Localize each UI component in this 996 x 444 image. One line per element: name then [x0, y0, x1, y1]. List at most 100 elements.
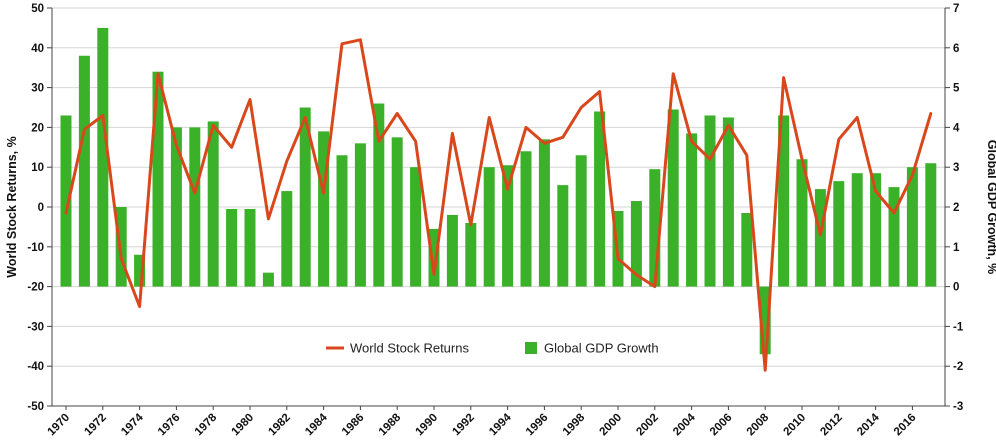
left-axis-ticks: 50 40 30 20 10 0 -10 -20 -30 -40 -50 — [27, 3, 52, 413]
x-tick-label: 2006 — [708, 412, 735, 439]
bar-gdp-1999 — [594, 111, 606, 287]
bar-gdp-2013 — [851, 173, 863, 287]
x-tick-label: 1970 — [46, 412, 73, 439]
bar-gdp-2017 — [925, 163, 937, 287]
bar-gdp-2012 — [833, 181, 845, 287]
bar-gdp-1998 — [575, 155, 587, 287]
x-tick-label: 1974 — [119, 411, 146, 438]
x-tick-label: 1998 — [561, 411, 588, 438]
x-tick-label: 1972 — [82, 412, 109, 439]
x-tick-label: 1988 — [377, 411, 404, 438]
bar-gdp-2011 — [814, 189, 826, 287]
bar-gdp-1970 — [60, 115, 72, 287]
left-tick-label: -20 — [27, 282, 44, 294]
bar-gdp-2008 — [759, 286, 771, 355]
bar-gdp-1977 — [189, 127, 201, 287]
right-axis-title: Global GDP Growth, % — [985, 140, 996, 275]
bar-gdp-2016 — [906, 167, 918, 287]
bar-gdp-1991 — [446, 214, 458, 287]
bar-gdp-1980 — [244, 208, 256, 287]
bar-gdp-2014 — [870, 173, 882, 287]
line-series-world-stock-returns — [64, 38, 933, 372]
x-tick-label: 1976 — [156, 412, 183, 439]
bar-gdp-1982 — [281, 191, 293, 287]
left-tick-label: -50 — [27, 401, 44, 413]
bar-gdp-1979 — [226, 208, 238, 287]
bar-gdp-1983 — [299, 107, 311, 287]
right-tick-label: 3 — [953, 162, 959, 174]
bar-gdp-1995 — [520, 151, 532, 287]
line-world-stock-returns — [64, 38, 933, 372]
bar-gdp-1981 — [262, 272, 274, 287]
right-tick-label: -2 — [953, 361, 963, 373]
x-tick-label: 2016 — [892, 412, 919, 439]
bar-gdp-2007 — [741, 212, 753, 287]
x-tick-label: 2004 — [671, 411, 698, 438]
left-tick-label: 30 — [31, 83, 44, 95]
right-tick-label: -1 — [953, 321, 964, 333]
x-tick-label: 2010 — [782, 412, 809, 439]
bar-gdp-1973 — [115, 207, 127, 287]
bar-gdp-1996 — [538, 139, 550, 287]
legend: World Stock Returns Global GDP Growth — [326, 341, 659, 356]
bar-gdp-1986 — [354, 143, 366, 287]
left-axis-title: World Stock Returns, % — [5, 136, 19, 277]
x-tick-label: 2012 — [818, 412, 845, 439]
bar-gdp-1992 — [465, 222, 477, 287]
bar-gdp-1972 — [97, 27, 109, 287]
x-tick-label: 2014 — [855, 411, 882, 438]
right-tick-label: 4 — [953, 122, 960, 134]
bar-gdp-1997 — [557, 185, 569, 287]
left-tick-label: -30 — [27, 321, 44, 333]
legend-label-world-stock-returns: World Stock Returns — [350, 341, 469, 356]
legend-label-global-gdp-growth: Global GDP Growth — [544, 341, 659, 356]
x-tick-label: 1986 — [340, 412, 367, 439]
x-tick-label: 1984 — [303, 411, 330, 438]
bar-gdp-2001 — [630, 201, 642, 287]
bar-gdp-2006 — [722, 117, 734, 287]
bar-gdp-1971 — [78, 55, 90, 287]
bar-gdp-2009 — [778, 115, 790, 287]
x-tick-label: 1982 — [266, 412, 293, 439]
bar-gdp-2002 — [649, 169, 661, 287]
bar-gdp-2005 — [704, 115, 716, 287]
x-tick-label: 1996 — [524, 412, 551, 439]
left-tick-label: 10 — [31, 162, 44, 174]
right-tick-label: 6 — [953, 43, 959, 55]
left-tick-label: -10 — [27, 242, 44, 254]
left-tick-label: 50 — [31, 3, 44, 15]
bar-gdp-1994 — [502, 165, 514, 287]
x-axis-ticks: 1970 1972 1974 1976 1978 1980 1982 1984 1986 1988… — [46, 406, 919, 438]
x-tick-label: 1992 — [450, 412, 477, 439]
legend-swatch-global-gdp-growth — [525, 342, 537, 354]
bar-gdp-1976 — [170, 127, 182, 287]
x-tick-label: 1990 — [414, 412, 441, 439]
bar-gdp-1990 — [428, 228, 440, 287]
bar-gdp-2003 — [667, 109, 679, 287]
bar-gdp-1988 — [391, 137, 403, 287]
left-tick-label: 40 — [31, 43, 44, 55]
bar-gdp-1993 — [483, 167, 495, 287]
bar-gdp-2015 — [888, 187, 900, 287]
right-tick-label: 5 — [953, 83, 960, 95]
x-tick-label: 1994 — [487, 411, 514, 438]
x-tick-label: 1978 — [193, 411, 220, 438]
bar-gdp-2004 — [686, 133, 698, 287]
bar-gdp-1984 — [318, 131, 330, 287]
bar-gdp-1978 — [207, 121, 219, 287]
right-tick-label: 0 — [953, 282, 959, 294]
bar-gdp-2010 — [796, 159, 808, 287]
right-axis-ticks: 7 6 5 4 3 2 1 0 -1 -2 -3 — [945, 3, 964, 413]
bar-gdp-1985 — [336, 155, 348, 287]
right-tick-label: -3 — [953, 401, 963, 413]
left-tick-label: -40 — [27, 361, 44, 373]
left-tick-label: 0 — [38, 202, 44, 214]
bar-gdp-1989 — [410, 167, 422, 287]
x-tick-label: 2008 — [745, 411, 772, 438]
right-tick-label: 2 — [953, 202, 959, 214]
x-tick-label: 2002 — [634, 412, 661, 439]
bar-series-global-gdp-growth — [60, 27, 937, 355]
bar-gdp-1975 — [152, 71, 164, 287]
x-tick-label: 1980 — [230, 412, 257, 439]
